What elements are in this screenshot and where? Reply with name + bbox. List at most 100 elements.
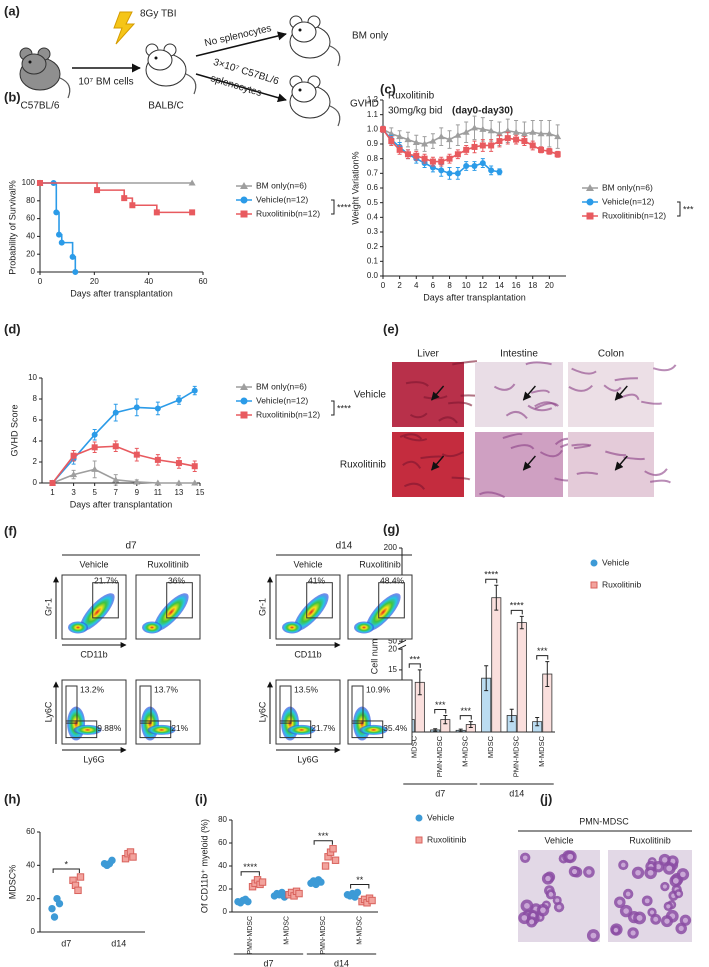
axis-label: Gr-1 <box>43 598 53 616</box>
tissue-texture <box>404 482 426 490</box>
error-bar <box>458 728 463 733</box>
cell-nucleus <box>613 927 619 933</box>
error-bar <box>509 708 514 723</box>
legend-marker <box>240 397 248 405</box>
x-tick-label: 13 <box>174 488 183 497</box>
data-point <box>112 409 119 416</box>
y-tick-label: 20 <box>388 644 397 653</box>
gate <box>65 685 78 724</box>
error-bar <box>433 728 438 732</box>
series-line <box>52 468 195 484</box>
data-point <box>404 136 412 143</box>
data-point <box>438 167 445 174</box>
cell-nucleus <box>647 869 654 876</box>
legend-label: Vehicle(n=12) <box>602 196 654 206</box>
arrow <box>614 455 628 471</box>
day-label: d14 <box>336 541 353 552</box>
tissue-texture <box>652 364 677 372</box>
x-tick-label: 4 <box>414 281 419 290</box>
y-tick-label: 10 <box>28 373 37 382</box>
condition-label: Ruxolitinib <box>359 559 401 569</box>
data-point <box>538 146 545 153</box>
y-tick-label: 2 <box>33 457 38 466</box>
x-tick-label: 0 <box>38 277 43 286</box>
significance-bracket <box>459 715 472 720</box>
cell-nucleus <box>676 891 681 896</box>
series-line <box>51 389 196 484</box>
x-tick-label: 60 <box>199 277 208 286</box>
tissue-texture <box>530 389 551 394</box>
data-point <box>512 128 520 135</box>
cell-nucleus <box>636 915 643 921</box>
gate <box>306 582 333 619</box>
error-bar <box>417 669 422 696</box>
panel-letter: (d) <box>4 321 21 336</box>
gate <box>279 720 312 739</box>
y-tick-label: 0 <box>31 927 36 936</box>
gate-percent: 41% <box>308 575 325 585</box>
data-point <box>76 873 85 881</box>
legend-marker <box>240 411 248 419</box>
data-point <box>471 163 478 169</box>
data-point <box>91 431 98 438</box>
gate <box>166 582 193 619</box>
data-point <box>380 126 386 133</box>
y-tick-label: 15 <box>388 665 397 674</box>
data-point <box>331 856 340 864</box>
tissue-texture <box>614 377 638 382</box>
significance: **** <box>337 403 352 413</box>
legend-label: Ruxolitinib(n=12) <box>256 208 320 218</box>
cell-nucleus <box>666 904 671 909</box>
x-tick-label: M-MDSC <box>461 735 470 766</box>
tissue-texture <box>409 412 428 419</box>
data-point <box>463 146 470 153</box>
data-point <box>396 133 404 140</box>
day-label: d7 <box>125 541 137 552</box>
data-point <box>133 478 141 485</box>
tissue-texture <box>525 361 552 366</box>
histology-image <box>475 362 563 427</box>
y-tick-label: 1.1 <box>367 110 379 119</box>
data-point <box>421 140 429 147</box>
data-point <box>56 231 63 238</box>
x-tick-label: 8 <box>447 281 452 290</box>
tissue-texture <box>527 404 553 412</box>
y-tick-label: 80 <box>218 815 227 824</box>
x-tick-label: 20 <box>90 277 99 286</box>
cell-density <box>365 593 401 632</box>
arrow <box>431 385 445 401</box>
group-label: d7 <box>435 788 445 798</box>
cell-density <box>142 621 162 634</box>
tissue-texture <box>605 450 627 457</box>
treatment-label: Ruxolitinib <box>388 91 435 102</box>
tissue-texture <box>402 460 422 469</box>
x-tick-label: PMN-MDSC <box>320 916 327 955</box>
data-point <box>50 913 59 921</box>
significance: **** <box>510 601 525 611</box>
data-point <box>70 471 78 478</box>
data-point <box>191 479 199 486</box>
data-point <box>244 897 252 906</box>
cell-density <box>293 593 329 632</box>
y-tick-label: 50 <box>388 636 397 645</box>
gate-percent: 13.7% <box>154 684 179 694</box>
series-line <box>382 127 558 145</box>
irradiation-icon <box>113 11 136 45</box>
mouse-eye <box>154 56 158 60</box>
x-tick-label: 5 <box>92 488 97 497</box>
y-tick-label: 0 <box>31 267 36 276</box>
x-tick-label: 18 <box>528 281 537 290</box>
data-point <box>48 904 56 913</box>
x-tick-label: 3 <box>71 488 76 497</box>
axis-label: Gr-1 <box>257 598 267 616</box>
significance: **** <box>337 202 352 212</box>
tissue-texture <box>510 444 535 450</box>
cell-nucleus <box>522 855 528 861</box>
data-point <box>504 135 511 142</box>
panel-letter: (a) <box>4 3 20 18</box>
data-point <box>413 152 420 159</box>
y-tick-label: 0.7 <box>367 168 379 177</box>
mouse-head <box>147 49 173 71</box>
significance: *** <box>460 706 471 716</box>
